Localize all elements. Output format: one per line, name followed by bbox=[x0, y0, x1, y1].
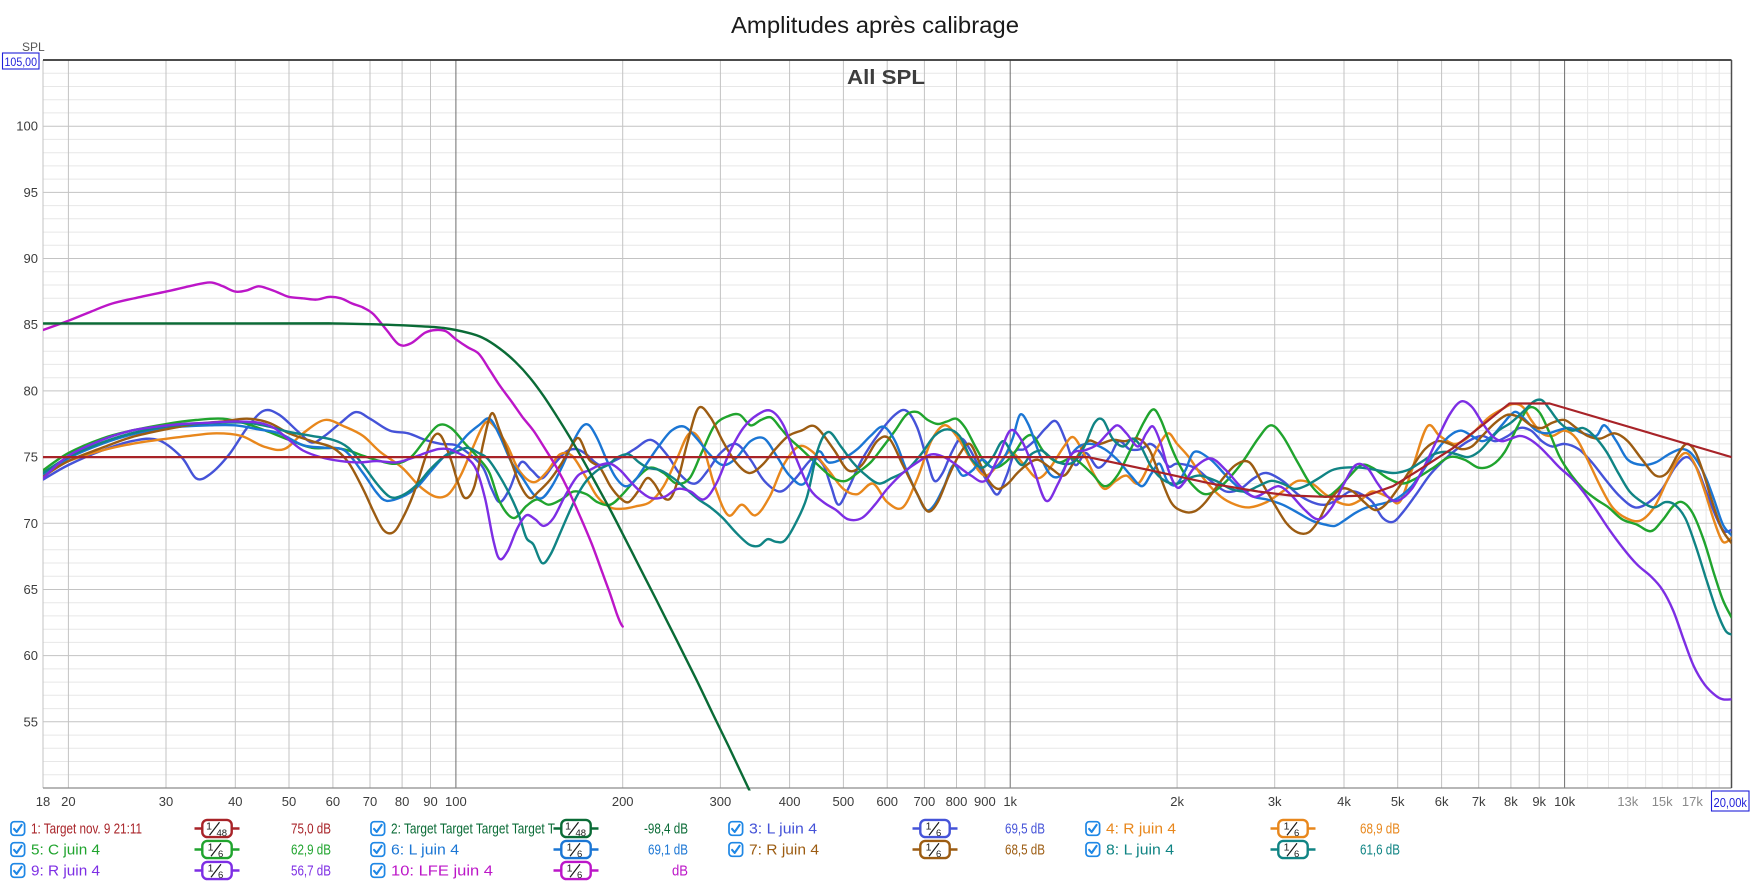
svg-text:17k: 17k bbox=[1682, 794, 1703, 809]
svg-text:3: L juin 4: 3: L juin 4 bbox=[749, 822, 817, 838]
svg-text:1: 1 bbox=[565, 821, 571, 833]
svg-text:75,0 dB: 75,0 dB bbox=[291, 822, 331, 838]
svg-text:50: 50 bbox=[282, 794, 296, 809]
svg-text:10k: 10k bbox=[1554, 794, 1575, 809]
svg-text:1: 1 bbox=[926, 842, 932, 854]
svg-text:69,5 dB: 69,5 dB bbox=[1005, 822, 1045, 838]
svg-text:6: L juin 4: 6: L juin 4 bbox=[391, 843, 459, 859]
svg-text:13k: 13k bbox=[1617, 794, 1638, 809]
svg-text:1: 1 bbox=[1284, 821, 1290, 833]
svg-text:95: 95 bbox=[24, 185, 38, 200]
svg-text:8k: 8k bbox=[1504, 794, 1518, 809]
svg-text:6: 6 bbox=[1294, 849, 1299, 860]
svg-text:69,1 dB: 69,1 dB bbox=[648, 843, 688, 859]
svg-text:48: 48 bbox=[576, 828, 587, 839]
svg-text:1: 1 bbox=[926, 821, 932, 833]
svg-text:55: 55 bbox=[24, 714, 38, 729]
svg-text:1: 1 bbox=[567, 863, 573, 875]
svg-text:100: 100 bbox=[445, 794, 467, 809]
svg-text:80: 80 bbox=[395, 794, 409, 809]
svg-text:500: 500 bbox=[833, 794, 855, 809]
svg-text:30: 30 bbox=[159, 794, 173, 809]
svg-text:300: 300 bbox=[710, 794, 732, 809]
svg-text:90: 90 bbox=[423, 794, 437, 809]
svg-text:800: 800 bbox=[946, 794, 968, 809]
svg-text:600: 600 bbox=[876, 794, 898, 809]
svg-text:85: 85 bbox=[24, 317, 38, 332]
svg-text:48: 48 bbox=[217, 828, 228, 839]
svg-text:1k: 1k bbox=[1003, 794, 1017, 809]
svg-text:68,5 dB: 68,5 dB bbox=[1005, 843, 1045, 859]
svg-text:40: 40 bbox=[228, 794, 242, 809]
svg-text:75: 75 bbox=[24, 450, 38, 465]
svg-text:9: R juin 4: 9: R juin 4 bbox=[31, 864, 100, 880]
svg-text:7k: 7k bbox=[1472, 794, 1486, 809]
svg-text:900: 900 bbox=[974, 794, 996, 809]
svg-text:105,00: 105,00 bbox=[5, 55, 38, 69]
svg-text:1: 1 bbox=[567, 842, 573, 854]
svg-text:200: 200 bbox=[612, 794, 634, 809]
svg-text:15k: 15k bbox=[1652, 794, 1673, 809]
svg-text:700: 700 bbox=[914, 794, 936, 809]
svg-text:6: 6 bbox=[1294, 828, 1299, 839]
svg-text:6: 6 bbox=[936, 849, 941, 860]
svg-text:1: 1 bbox=[208, 863, 214, 875]
svg-text:68,9 dB: 68,9 dB bbox=[1360, 822, 1400, 838]
svg-text:-98,4 dB: -98,4 dB bbox=[644, 822, 688, 838]
svg-text:Amplitudes après calibrage: Amplitudes après calibrage bbox=[731, 12, 1019, 38]
svg-text:7: R juin 4: 7: R juin 4 bbox=[749, 843, 819, 859]
svg-text:70: 70 bbox=[24, 516, 38, 531]
svg-text:5k: 5k bbox=[1391, 794, 1405, 809]
svg-text:1: Target nov. 9 21:11: 1: Target nov. 9 21:11 bbox=[31, 822, 142, 838]
svg-text:3k: 3k bbox=[1268, 794, 1282, 809]
svg-text:6: 6 bbox=[577, 870, 582, 881]
svg-text:100: 100 bbox=[16, 119, 38, 134]
svg-text:60: 60 bbox=[326, 794, 340, 809]
svg-text:4: R juin 4: 4: R juin 4 bbox=[1106, 822, 1176, 838]
svg-text:6: 6 bbox=[218, 870, 223, 881]
svg-text:70: 70 bbox=[363, 794, 377, 809]
svg-text:1: 1 bbox=[1284, 842, 1290, 854]
svg-text:10: LFE juin 4: 10: LFE juin 4 bbox=[391, 864, 493, 880]
svg-text:90: 90 bbox=[24, 251, 38, 266]
svg-text:1: 1 bbox=[208, 842, 214, 854]
svg-text:All SPL: All SPL bbox=[847, 66, 925, 89]
svg-text:80: 80 bbox=[24, 383, 38, 398]
svg-text:2k: 2k bbox=[1170, 794, 1184, 809]
svg-text:20: 20 bbox=[61, 794, 75, 809]
svg-text:SPL: SPL bbox=[22, 40, 45, 54]
svg-text:1: 1 bbox=[206, 821, 212, 833]
svg-text:dB: dB bbox=[672, 864, 688, 880]
svg-text:2: Target Target Target Target: 2: Target Target Target Target T bbox=[391, 822, 555, 838]
svg-text:20,00k: 20,00k bbox=[1714, 795, 1748, 810]
svg-text:56,7 dB: 56,7 dB bbox=[291, 864, 331, 880]
svg-text:8: L juin 4: 8: L juin 4 bbox=[1106, 843, 1174, 859]
svg-text:9k: 9k bbox=[1532, 794, 1546, 809]
svg-text:6: 6 bbox=[577, 849, 582, 860]
svg-text:5: C juin 4: 5: C juin 4 bbox=[31, 843, 100, 859]
svg-text:6k: 6k bbox=[1435, 794, 1449, 809]
svg-text:6: 6 bbox=[218, 849, 223, 860]
svg-text:6: 6 bbox=[936, 828, 941, 839]
svg-text:65: 65 bbox=[24, 582, 38, 597]
svg-text:18: 18 bbox=[36, 794, 50, 809]
svg-text:4k: 4k bbox=[1337, 794, 1351, 809]
svg-text:60: 60 bbox=[24, 648, 38, 663]
svg-text:400: 400 bbox=[779, 794, 801, 809]
svg-text:61,6 dB: 61,6 dB bbox=[1360, 843, 1400, 859]
svg-text:62,9 dB: 62,9 dB bbox=[291, 843, 331, 859]
